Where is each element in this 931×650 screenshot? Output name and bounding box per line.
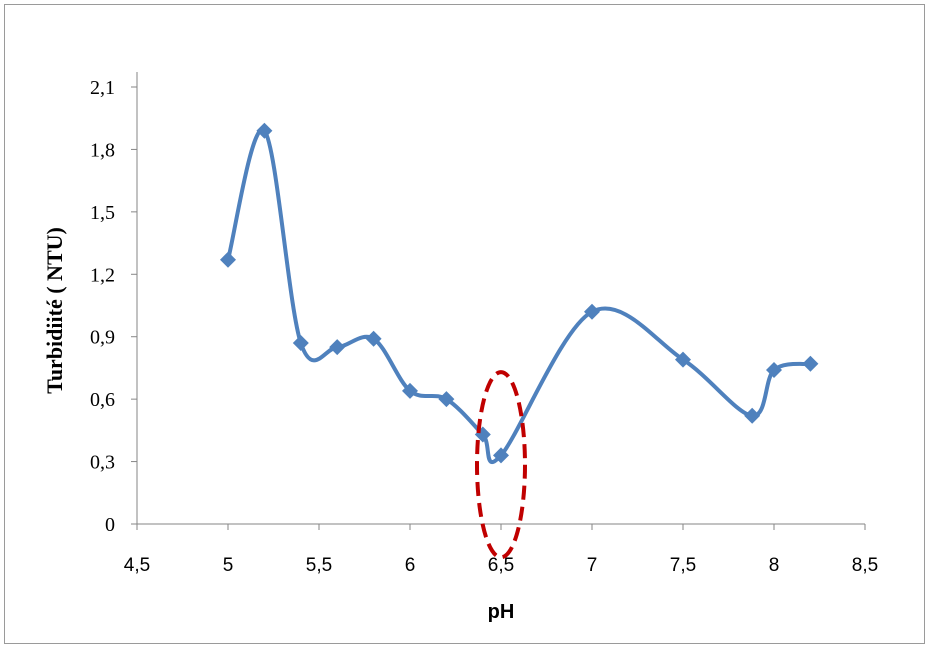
x-tick-label: 7 xyxy=(587,555,598,576)
data-point-marker xyxy=(329,339,346,356)
data-point-marker xyxy=(438,391,455,408)
data-point-marker xyxy=(292,334,309,351)
y-tick-label: 1,5 xyxy=(90,202,115,224)
x-tick-label: 6,5 xyxy=(488,555,514,576)
x-tick-label: 5 xyxy=(223,555,234,576)
x-tick-label: 8,5 xyxy=(852,555,878,576)
y-tick-label: 0 xyxy=(105,514,115,536)
x-tick-label: 6 xyxy=(405,555,416,576)
y-axis-label: Turbidiité ( NTU) xyxy=(42,227,67,394)
data-point-marker xyxy=(766,362,782,379)
x-tick-labels: 4,5 5 5,5 6 6,5 7 7,5 8 8,5 xyxy=(124,555,878,576)
x-tick-label: 8 xyxy=(769,555,780,576)
y-tick-label: 0,6 xyxy=(90,389,115,411)
x-tick-label: 7,5 xyxy=(670,555,696,576)
data-point-marker xyxy=(365,330,382,347)
axes xyxy=(131,72,866,530)
data-point-marker xyxy=(744,407,761,424)
data-point-marker xyxy=(493,447,509,464)
series-line xyxy=(226,127,813,465)
y-tick-labels: 0 0,3 0,6 0,9 1,2 1,5 1,8 2,1 xyxy=(90,77,115,536)
annotation-layer xyxy=(475,370,527,560)
data-point-marker xyxy=(220,251,236,268)
data-point-marker xyxy=(675,351,691,368)
series-layer xyxy=(220,122,819,465)
x-tick-label: 5,5 xyxy=(306,555,332,576)
y-tick-label: 0,3 xyxy=(90,452,115,474)
data-point-marker xyxy=(584,303,600,320)
y-tick-label: 1,8 xyxy=(90,139,115,161)
chart-frame xyxy=(4,4,925,644)
x-tick-label: 4,5 xyxy=(124,555,150,576)
data-point-marker xyxy=(256,122,273,139)
y-tick-label: 1,2 xyxy=(90,264,115,286)
x-axis-label: pH xyxy=(488,601,515,623)
data-point-marker xyxy=(802,355,819,372)
y-tick-label: 2,1 xyxy=(90,77,115,99)
highlight-ellipse xyxy=(475,370,527,560)
y-tick-label: 0,9 xyxy=(90,327,115,349)
data-point-marker xyxy=(402,382,418,399)
